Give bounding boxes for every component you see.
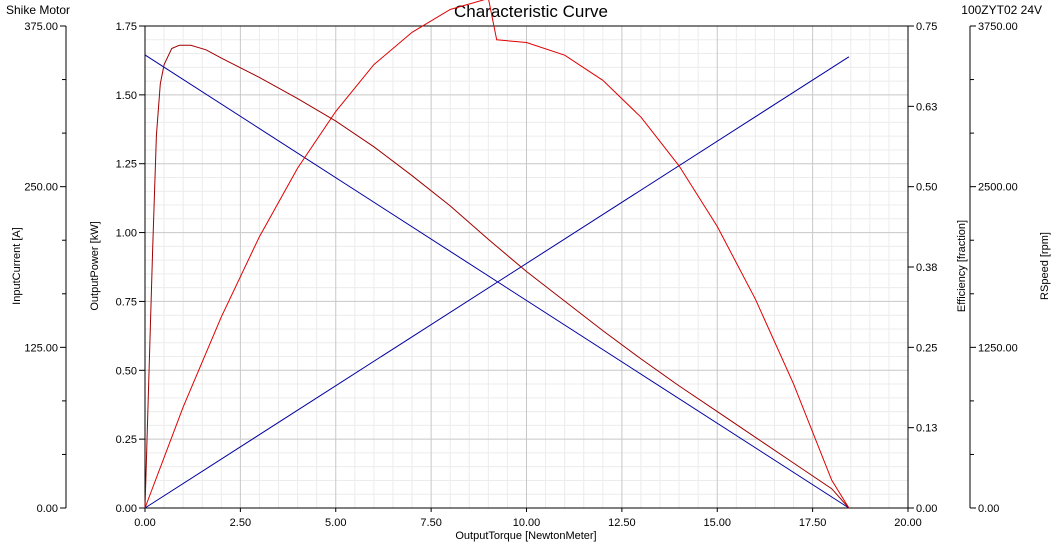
curves: [144, 0, 850, 509]
x-tick-label: 12.50: [608, 517, 636, 529]
x-tick-label: 5.00: [325, 517, 346, 529]
grid-minor: [145, 26, 908, 508]
power-tick-label: 1.75: [116, 21, 137, 33]
chart-title: Characteristic Curve: [454, 2, 608, 21]
efficiency-tick-label: 0.63: [916, 101, 937, 113]
power-tick-label: 1.50: [116, 90, 137, 102]
power-tick-label: 1.25: [116, 159, 137, 171]
tick-marks: [60, 25, 976, 512]
company-name: Shike Motor: [6, 3, 71, 17]
power-tick-label: 1.00: [116, 228, 137, 240]
speed-axis-label: RSpeed [rpm]: [1039, 232, 1051, 300]
current-tick-label: 250.00: [24, 182, 58, 194]
power-curve: [144, 0, 850, 509]
current-tick-label: 0.00: [37, 503, 58, 515]
x-tick-label: 0.00: [134, 517, 155, 529]
efficiency-axis-label: Efficiency [fraction]: [956, 220, 968, 312]
x-tick-label: 15.00: [703, 517, 731, 529]
current-tick-label: 375.00: [24, 21, 58, 33]
x-axis-label: OutputTorque [NewtonMeter]: [455, 530, 596, 542]
efficiency-tick-label: 0.25: [916, 342, 937, 354]
efficiency-tick-label: 0.13: [916, 423, 937, 435]
x-tick-label: 2.50: [230, 517, 251, 529]
power-axis-label: OutputPower [kW]: [89, 221, 101, 310]
x-tick-label: 17.50: [799, 517, 827, 529]
speed-tick-label: 1250.00: [978, 342, 1018, 354]
current-axis-label: InputCurrent [A]: [11, 227, 23, 305]
current-curve: [144, 56, 850, 509]
efficiency-tick-label: 0.00: [916, 503, 937, 515]
speed-curve: [144, 54, 850, 509]
efficiency-tick-label: 0.75: [916, 21, 937, 33]
power-tick-label: 0.75: [116, 296, 137, 308]
x-tick-label: 7.50: [420, 517, 441, 529]
power-tick-label: 0.25: [116, 434, 137, 446]
x-tick-label: 10.00: [513, 517, 541, 529]
power-tick-label: 0.50: [116, 365, 137, 377]
speed-tick-label: 3750.00: [978, 21, 1018, 33]
x-tick-label: 20.00: [894, 517, 922, 529]
speed-tick-label: 2500.00: [978, 182, 1018, 194]
motor-model: 100ZYT02 24V: [961, 3, 1042, 17]
power-tick-label: 0.00: [116, 503, 137, 515]
tick-labels: 0.00 2.50 5.00 7.50 10.00 12.50 15.00 17.50 20.0…: [24, 21, 1017, 529]
efficiency-tick-label: 0.38: [916, 262, 937, 274]
efficiency-tick-label: 0.50: [916, 182, 937, 194]
axes: [65, 25, 971, 509]
current-tick-label: 125.00: [24, 342, 58, 354]
speed-tick-label: 0.00: [978, 503, 999, 515]
efficiency-curve: [144, 44, 850, 509]
